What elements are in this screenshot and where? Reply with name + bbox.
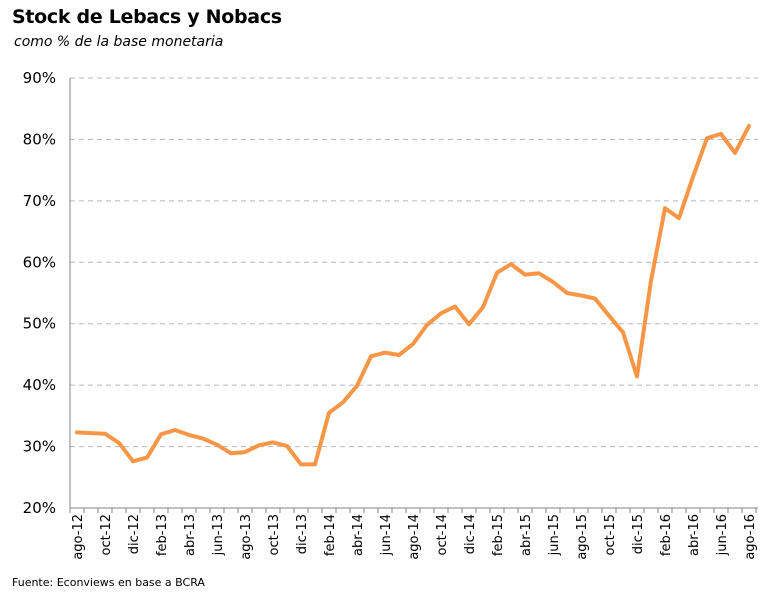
series-line [75,123,751,467]
x-tick-label: feb-13 [155,514,170,556]
chart-subtitle: como % de la base monetaria [14,34,224,50]
data-point [649,279,653,283]
data-point [579,293,583,298]
data-point [551,280,555,284]
source-note: Fuente: Econviews en base a BCRA [12,576,205,589]
data-point [663,206,667,210]
data-point [341,400,345,404]
data-point [327,411,331,415]
series [75,123,751,467]
data-point [509,262,513,266]
chart-title: Stock de Lebacs y Nobacs [12,6,282,28]
x-tick-label: dic-13 [295,514,310,554]
data-point [145,456,149,460]
x-tick-label: abr-16 [687,514,702,556]
data-point [159,432,163,436]
data-point [89,431,93,435]
data-point [173,428,177,432]
data-point [467,322,471,326]
data-point [355,384,359,388]
data-point [733,151,737,155]
x-tick-label: jun-16 [715,514,730,556]
x-tick-label: abr-15 [519,514,534,556]
data-point [103,432,107,436]
data-point [243,450,247,454]
data-point [215,443,219,447]
data-point [229,451,233,455]
data-point [425,323,429,327]
data-point [593,296,597,301]
y-axis-tick-labels: 20% 30% 40% 50% 60% 70% 80% 90% [23,69,56,517]
data-point [747,124,751,128]
x-tick-label: oct-12 [99,514,114,555]
x-tick-label: oct-13 [267,514,282,555]
y-tick-label: 70% [23,192,56,210]
data-point [705,136,709,140]
y-tick-label: 20% [23,499,56,517]
x-tick-label: abr-13 [183,514,198,556]
data-point [313,462,317,466]
x-tick-label: jun-14 [379,514,394,556]
data-point [439,311,443,315]
data-point [271,440,275,444]
data-point [397,353,401,357]
data-point [677,216,681,220]
x-tick-label: dic-15 [631,514,646,554]
y-tick-label: 30% [23,438,56,456]
data-point [75,430,79,435]
data-point [495,271,499,275]
y-tick-label: 80% [23,130,56,148]
data-point [299,462,303,466]
x-tick-label: feb-16 [659,514,674,556]
x-tick-label: dic-14 [463,514,478,554]
x-tick-label: jun-15 [547,514,562,556]
x-tick-label: oct-14 [435,514,450,555]
data-point [187,433,191,437]
y-tick-label: 60% [23,253,56,271]
data-point [635,374,639,379]
axes [69,78,758,513]
x-axis-tick-labels: ago-12 oct-12 dic-12 feb-13 abr-13 jun-13 ago-… [71,514,758,560]
x-tick-label: ago-13 [239,514,254,560]
data-point [537,271,541,275]
data-point [411,342,415,346]
data-point [523,272,527,277]
x-tick-label: ago-12 [71,514,86,560]
data-point [117,441,121,445]
data-point [131,459,135,463]
data-point [453,304,457,309]
y-tick-label: 90% [23,69,56,87]
data-point [719,132,723,136]
x-tick-label: oct-15 [603,514,618,555]
data-point [565,291,569,295]
data-point [607,314,611,318]
x-tick-label: ago-14 [407,514,422,560]
x-tick-label: feb-14 [323,514,338,556]
gridlines [70,77,758,448]
x-tick-label: abr-14 [351,514,366,556]
data-point [201,436,205,441]
x-tick-label: jun-13 [211,514,226,556]
y-tick-label: 40% [23,376,56,394]
x-tick-label: dic-12 [127,514,142,554]
data-point [257,443,261,447]
data-point [383,350,387,355]
data-point [481,305,485,309]
data-point [691,175,695,179]
data-point [285,444,289,448]
x-tick-label: feb-15 [491,514,506,556]
y-tick-label: 50% [23,315,56,333]
x-tick-label: ago-16 [743,514,758,560]
data-point [369,354,373,358]
data-point [621,330,625,334]
x-tick-label: ago-15 [575,514,590,560]
